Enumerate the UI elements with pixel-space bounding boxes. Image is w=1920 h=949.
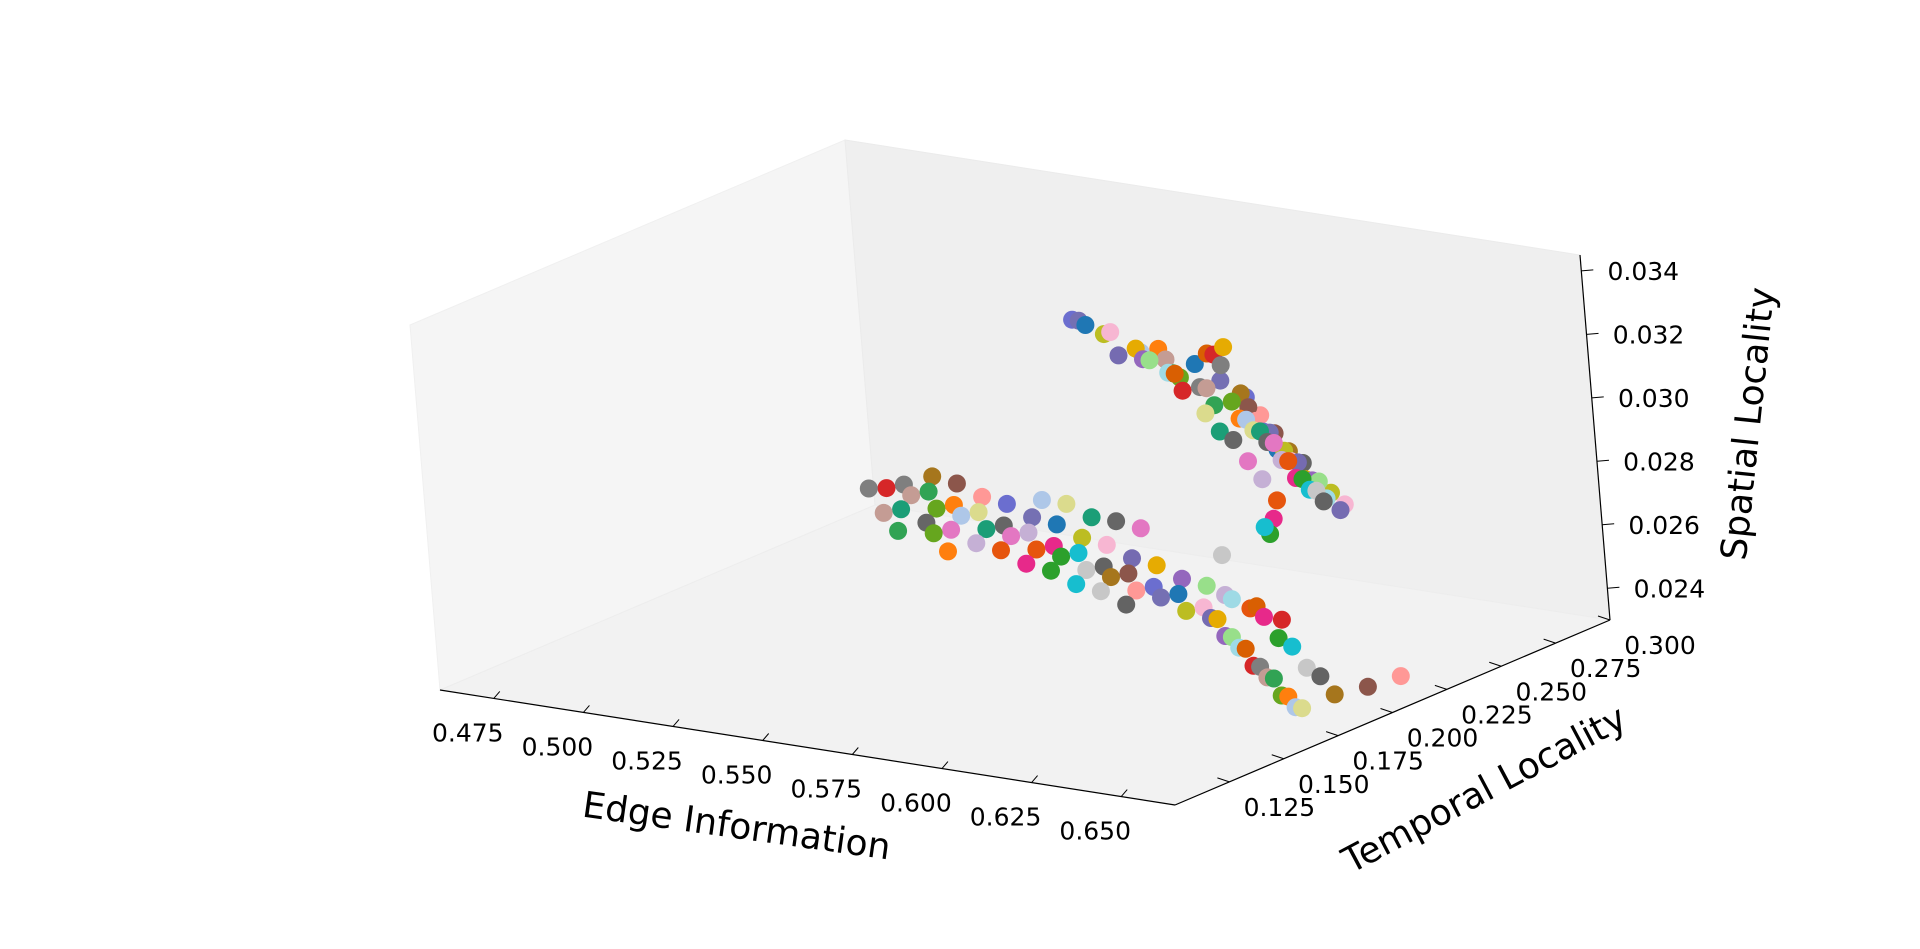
data-point xyxy=(1067,575,1085,593)
z-tick-label: 0.030 xyxy=(1618,384,1690,413)
data-point xyxy=(1213,546,1231,564)
z-tick-label: 0.032 xyxy=(1613,320,1685,349)
x-tick-label: 0.575 xyxy=(791,775,863,804)
data-point xyxy=(1123,549,1141,567)
data-point xyxy=(1214,338,1232,356)
x-tick-label: 0.600 xyxy=(880,789,952,818)
data-point xyxy=(1273,611,1291,629)
data-point xyxy=(925,524,943,542)
data-point xyxy=(1239,452,1257,470)
z-tick xyxy=(1587,333,1599,334)
data-point xyxy=(1332,501,1350,519)
z-tick xyxy=(1592,397,1604,398)
chart-panes xyxy=(410,140,1610,805)
z-tick xyxy=(1581,270,1593,271)
data-point xyxy=(1177,602,1195,620)
data-point xyxy=(1148,556,1166,574)
data-point xyxy=(1223,590,1241,608)
data-point xyxy=(992,541,1010,559)
data-point xyxy=(1042,562,1060,580)
data-point xyxy=(948,475,966,493)
x-tick-label: 0.625 xyxy=(970,803,1042,832)
data-point xyxy=(1265,670,1283,688)
data-point xyxy=(860,480,878,498)
data-point xyxy=(1107,512,1125,530)
data-point xyxy=(1223,393,1241,411)
data-point xyxy=(942,521,960,539)
data-point xyxy=(1209,610,1227,628)
data-point xyxy=(1255,608,1273,626)
data-point xyxy=(1198,379,1216,397)
data-point xyxy=(1117,596,1135,614)
data-point xyxy=(1119,565,1137,583)
data-point xyxy=(1253,470,1271,488)
z-tick xyxy=(1602,524,1614,525)
data-point xyxy=(1315,492,1333,510)
data-point xyxy=(1224,431,1242,449)
data-point xyxy=(1198,577,1216,595)
data-point xyxy=(1237,640,1255,658)
data-point xyxy=(1196,404,1214,422)
z-tick-label: 0.026 xyxy=(1628,511,1700,540)
data-point xyxy=(1073,529,1091,547)
data-point xyxy=(1268,491,1286,509)
data-point xyxy=(1283,638,1301,656)
data-point xyxy=(1174,382,1192,400)
y-tick-label: 0.300 xyxy=(1624,631,1696,660)
data-point xyxy=(970,503,988,521)
data-point xyxy=(1033,491,1051,509)
x-tick-label: 0.525 xyxy=(611,746,683,775)
data-point xyxy=(1023,508,1041,526)
data-point xyxy=(875,504,893,522)
data-point xyxy=(1279,452,1297,470)
data-point xyxy=(1110,346,1128,364)
data-point xyxy=(1132,519,1150,537)
data-point xyxy=(1173,570,1191,588)
data-point xyxy=(878,479,896,497)
data-point xyxy=(1293,699,1311,717)
data-point xyxy=(1392,667,1410,685)
z-tick-label: 0.034 xyxy=(1608,257,1680,286)
data-point xyxy=(1076,316,1094,334)
data-point xyxy=(1169,585,1187,603)
data-point xyxy=(1326,685,1344,703)
x-tick-label: 0.650 xyxy=(1059,817,1131,846)
data-point xyxy=(1048,515,1066,533)
data-point xyxy=(1070,544,1088,562)
data-point xyxy=(998,495,1016,513)
data-point xyxy=(1020,524,1038,542)
data-point xyxy=(1311,667,1329,685)
data-point xyxy=(1017,555,1035,573)
z-tick xyxy=(1597,460,1609,461)
data-point xyxy=(923,467,941,485)
data-point xyxy=(1212,356,1230,374)
data-point xyxy=(1098,536,1116,554)
data-point xyxy=(1101,323,1119,341)
z-axis-label: Spatial Locality xyxy=(1714,285,1783,562)
data-point xyxy=(1359,678,1377,696)
z-tick-label: 0.028 xyxy=(1623,447,1695,476)
data-point xyxy=(892,500,910,518)
z-tick-label: 0.024 xyxy=(1634,574,1706,603)
data-point xyxy=(1057,495,1075,513)
data-point xyxy=(1092,582,1110,600)
data-point xyxy=(889,522,907,540)
data-point xyxy=(1265,434,1283,452)
x-tick-label: 0.475 xyxy=(432,718,504,747)
data-point xyxy=(1166,365,1184,383)
data-point xyxy=(1152,589,1170,607)
x-tick-label: 0.500 xyxy=(522,732,594,761)
data-point xyxy=(920,483,938,501)
z-tick xyxy=(1607,587,1619,588)
data-point xyxy=(1141,351,1159,369)
data-point xyxy=(973,488,991,506)
data-point xyxy=(1083,508,1101,526)
x-tick-label: 0.550 xyxy=(701,760,773,789)
data-point xyxy=(939,542,957,560)
data-point xyxy=(1256,518,1274,536)
data-point xyxy=(967,534,985,552)
